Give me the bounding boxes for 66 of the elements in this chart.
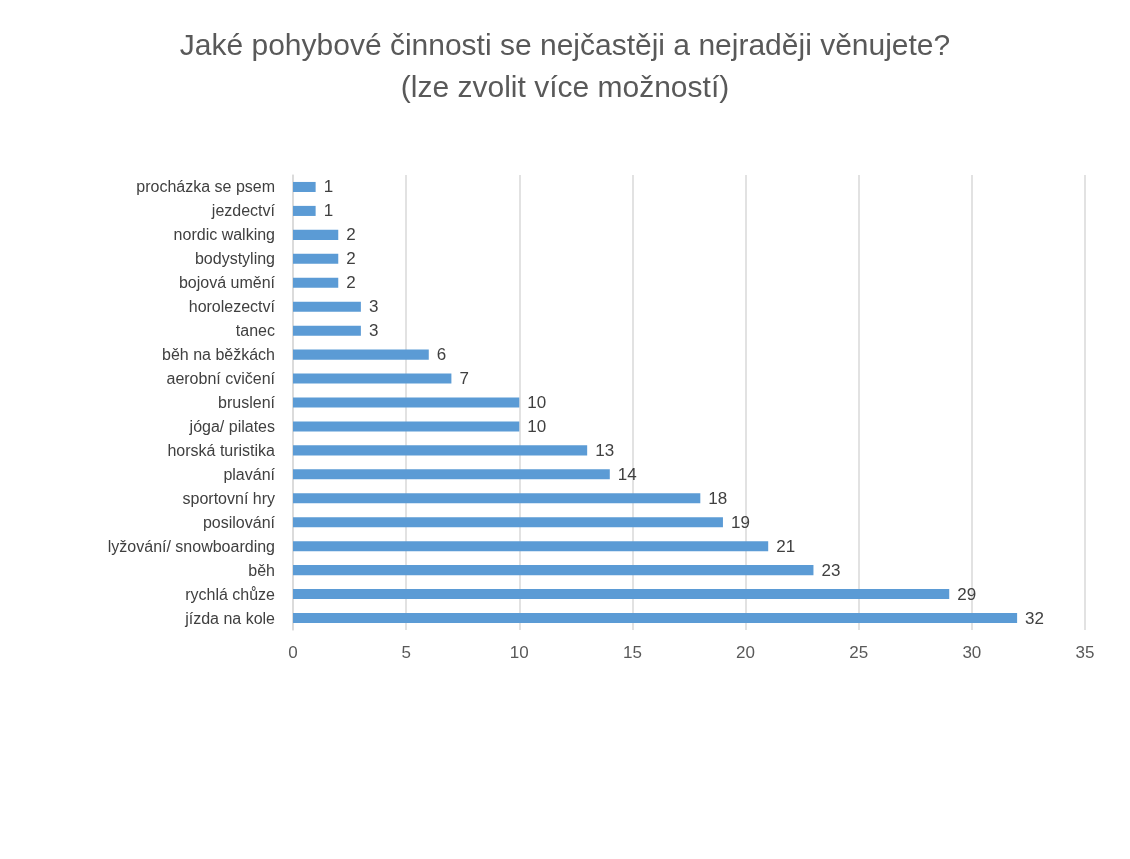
data-label: 2 bbox=[346, 273, 356, 293]
x-tick-label: 20 bbox=[736, 643, 756, 662]
data-label: 2 bbox=[346, 225, 356, 245]
data-label: 18 bbox=[708, 488, 728, 508]
data-label: 3 bbox=[368, 297, 379, 317]
bar bbox=[293, 493, 701, 504]
y-tick-label: rychlá chůze bbox=[185, 585, 276, 603]
data-label: 23 bbox=[821, 560, 841, 580]
bar bbox=[293, 229, 339, 240]
y-tick-label: nordic walking bbox=[173, 226, 275, 244]
data-label: 13 bbox=[595, 440, 615, 460]
data-label: 1 bbox=[323, 201, 334, 221]
data-label: 14 bbox=[617, 464, 637, 484]
y-tick-label: jóga/ pilates bbox=[188, 417, 275, 435]
bar bbox=[293, 325, 361, 336]
y-tick-label: horská turistika bbox=[167, 441, 276, 459]
y-tick-label: bodystyling bbox=[194, 250, 275, 268]
y-tick-label: jezdectví bbox=[210, 202, 276, 220]
bar bbox=[293, 421, 520, 432]
data-label: 10 bbox=[527, 416, 547, 436]
x-tick-label: 35 bbox=[1075, 643, 1095, 662]
y-tick-label: horolezectví bbox=[188, 298, 276, 316]
data-label: 29 bbox=[957, 584, 977, 604]
y-tick-label: běh na běžkách bbox=[162, 346, 275, 364]
y-tick-label: bojová umění bbox=[178, 274, 276, 292]
bar bbox=[293, 397, 520, 408]
bar bbox=[293, 181, 316, 192]
bar bbox=[293, 469, 610, 480]
y-tick-label: bruslení bbox=[218, 394, 276, 411]
bar bbox=[293, 589, 950, 600]
x-tick-label: 25 bbox=[849, 643, 869, 662]
data-label: 2 bbox=[346, 249, 356, 269]
y-tick-label: plavání bbox=[223, 465, 276, 483]
y-tick-label: aerobní cvičení bbox=[166, 370, 276, 388]
data-label: 32 bbox=[1025, 608, 1045, 628]
y-tick-label: lyžování/ snowboarding bbox=[107, 537, 275, 555]
y-tick-label: procházka se psem bbox=[136, 178, 275, 196]
bar bbox=[293, 253, 339, 264]
bar bbox=[293, 541, 769, 552]
bar bbox=[293, 613, 1018, 624]
data-label: 21 bbox=[776, 536, 796, 556]
data-label: 10 bbox=[527, 393, 547, 412]
y-tick-label: posilování bbox=[202, 513, 276, 531]
x-tick-label: 10 bbox=[509, 643, 529, 662]
x-tick-label: 5 bbox=[401, 643, 411, 662]
bar bbox=[293, 445, 588, 456]
y-tick-label: tanec bbox=[235, 322, 275, 340]
y-tick-label: běh bbox=[248, 561, 275, 579]
bar bbox=[293, 373, 452, 384]
bar bbox=[293, 205, 316, 216]
bar bbox=[293, 349, 429, 360]
y-tick-label: jízda na kole bbox=[184, 609, 276, 627]
data-label: 7 bbox=[459, 369, 469, 389]
x-tick-label: 15 bbox=[622, 643, 642, 662]
x-tick-label: 30 bbox=[962, 643, 982, 662]
bar bbox=[293, 277, 339, 288]
y-tick-label: sportovní hry bbox=[182, 489, 275, 507]
x-tick-label: 0 bbox=[288, 643, 298, 662]
chart-title: Jaké pohybové činnosti se nejčastěji a nejraději věnujete? (lze zvolit více možností) bbox=[179, 27, 951, 103]
bar bbox=[293, 565, 814, 576]
data-label: 19 bbox=[730, 512, 750, 532]
bar bbox=[293, 517, 723, 528]
data-label: 3 bbox=[368, 321, 379, 341]
bar bbox=[293, 301, 361, 312]
data-label: 1 bbox=[323, 177, 334, 197]
data-label: 6 bbox=[436, 345, 447, 365]
